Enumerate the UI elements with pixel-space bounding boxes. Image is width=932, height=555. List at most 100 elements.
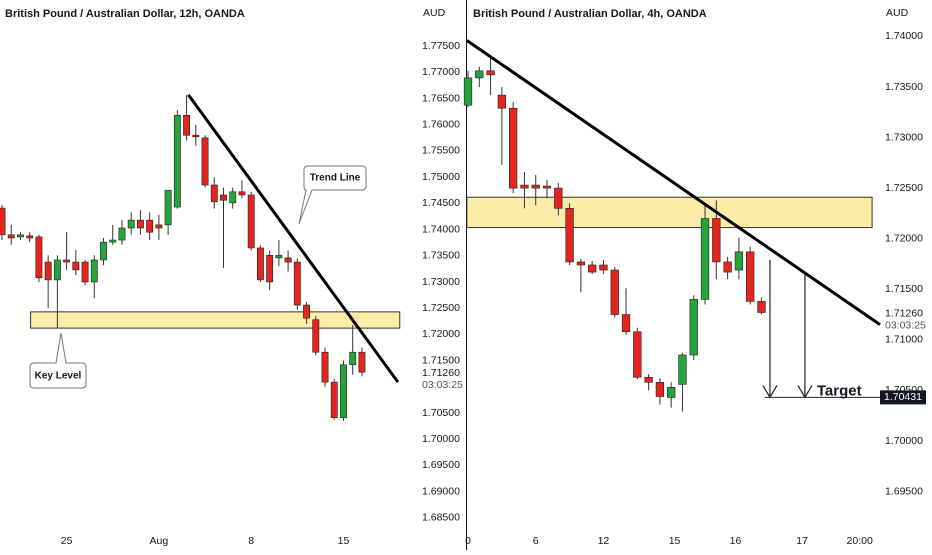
x-tick-label: 0 [465, 535, 471, 547]
candle-body [100, 241, 107, 261]
candle-body [26, 235, 34, 239]
candle-body [72, 261, 80, 271]
candle-body [127, 219, 135, 229]
x-tick-label: 15 [338, 535, 350, 547]
candle-body [689, 299, 698, 356]
candle-body [17, 234, 24, 238]
candle-body [655, 382, 665, 397]
candle-body [358, 351, 366, 373]
candle-body [53, 259, 61, 281]
y-tick-label: 1.71000 [885, 334, 923, 346]
trend-line [466, 39, 881, 326]
y-tick-label: 1.70500 [422, 407, 460, 419]
candle-body [678, 354, 687, 385]
candle-body [667, 387, 676, 398]
y-tick-label: 1.77500 [422, 40, 460, 52]
candle-body [712, 218, 721, 263]
candle-body [621, 314, 631, 333]
candle-body [35, 236, 43, 279]
candle-body [554, 187, 563, 209]
callout-text: Trend Line [310, 173, 361, 184]
last-price-label: 1.71260 [885, 307, 923, 319]
x-tick-label: 8 [248, 535, 254, 547]
candle-body [63, 259, 71, 263]
candle-body [520, 184, 529, 189]
candle-body [192, 134, 200, 138]
candle-body [565, 208, 574, 263]
candle-body [90, 259, 98, 283]
candle-body [497, 94, 507, 109]
y-tick-label: 1.73000 [885, 131, 923, 143]
candle-body [303, 304, 310, 319]
y-tick-label: 1.69500 [422, 459, 460, 471]
x-tick-label: 12 [598, 535, 610, 547]
candle-body [644, 376, 653, 383]
countdown: 03:03:25 [885, 319, 926, 331]
axis-label: AUD [423, 7, 446, 19]
candle-body [746, 251, 755, 302]
candle-body [7, 234, 15, 239]
last-price-label: 1.71260 [422, 367, 460, 379]
candle-body [256, 247, 264, 281]
candle-body [330, 381, 338, 419]
candle-body [210, 184, 218, 203]
candle-body [275, 254, 283, 259]
y-tick-label: 1.69000 [422, 485, 460, 497]
y-tick-label: 1.69500 [885, 485, 923, 497]
chart-title: British Pound / Australian Dollar, 12h, … [5, 8, 245, 20]
target-price-box [880, 390, 926, 405]
candle-body [109, 239, 117, 243]
candle-body [238, 191, 246, 196]
candle-body [136, 219, 144, 229]
price-zone [30, 311, 401, 329]
y-tick-label: 1.73000 [422, 276, 460, 288]
chart-right: British Pound / Australian Dollar, 4h, O… [463, 7, 926, 547]
y-tick-label: 1.72500 [422, 302, 460, 314]
candle-body [542, 185, 552, 189]
x-tick-label: 25 [61, 535, 73, 547]
y-tick-label: 1.73500 [885, 81, 923, 93]
candle-body [734, 251, 744, 271]
chart-title: British Pound / Australian Dollar, 4h, O… [473, 8, 707, 20]
candle-body [266, 254, 274, 283]
y-tick-label: 1.75000 [422, 171, 460, 183]
y-tick-label: 1.74500 [422, 197, 460, 209]
candle-body [723, 261, 732, 273]
x-tick-label: 6 [533, 535, 539, 547]
y-tick-label: 1.73500 [422, 250, 460, 262]
candle-body [475, 70, 484, 79]
candle-body [588, 264, 597, 273]
candle-body [293, 261, 301, 306]
candle-body [486, 70, 495, 76]
candle-body [0, 207, 6, 236]
axis-label: AUD [886, 7, 909, 19]
candle-body [312, 319, 320, 353]
x-tick-label: 15 [669, 535, 681, 547]
x-tick-label: Aug [150, 535, 169, 547]
candle-body [599, 264, 608, 271]
y-tick-label: 1.76000 [422, 119, 460, 131]
callout-trend-line: Trend Line [298, 165, 367, 225]
candle-body [349, 351, 357, 366]
candle-body [284, 257, 292, 263]
candle-body [633, 331, 642, 378]
callout-box [298, 165, 367, 225]
candle-body [509, 107, 518, 189]
x-tick-label: 16 [730, 535, 742, 547]
x-tick-label: 17 [796, 535, 808, 547]
candle-body [81, 261, 89, 283]
candle-body [183, 115, 191, 136]
y-tick-label: 1.77000 [422, 66, 460, 78]
y-tick-label: 1.72000 [422, 328, 460, 340]
callout-text: Key Level [35, 371, 82, 382]
candle-body [118, 227, 126, 241]
y-tick-label: 1.74000 [422, 223, 460, 235]
candle-body [146, 219, 154, 233]
candle-body [757, 301, 766, 313]
target-label: Target [817, 382, 862, 399]
y-tick-label: 1.72000 [885, 232, 923, 244]
candle-body [321, 351, 329, 383]
x-tick-label: 20:00 [847, 535, 873, 547]
y-tick-label: 1.70000 [422, 433, 460, 445]
candle-body [610, 269, 619, 315]
